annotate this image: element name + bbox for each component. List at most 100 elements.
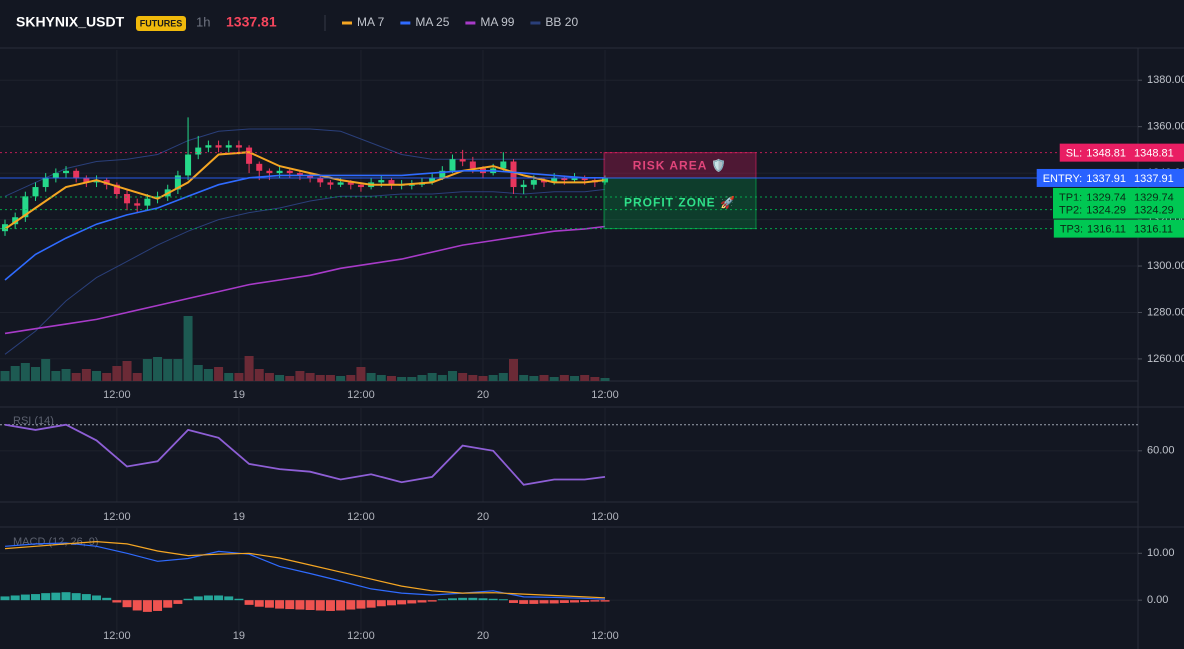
histogram-bar xyxy=(600,600,610,602)
volume-bar xyxy=(214,367,224,381)
candle-body xyxy=(317,177,324,183)
histogram-bar xyxy=(336,600,346,611)
volume-bar xyxy=(295,371,305,381)
interval: 1h xyxy=(196,14,210,29)
candle-body xyxy=(581,177,588,181)
x-tick-label: 12:00 xyxy=(103,389,131,401)
volume-bar xyxy=(81,369,91,381)
candle-body xyxy=(520,184,527,188)
candle-body xyxy=(439,170,446,178)
legend-label: BB 20 xyxy=(545,15,578,29)
volume-bar xyxy=(356,367,366,381)
candle-body xyxy=(449,159,456,171)
histogram-bar xyxy=(112,600,122,603)
volume-bar xyxy=(244,356,254,381)
volume-bar xyxy=(315,375,325,381)
volume-bar xyxy=(285,376,295,381)
histogram-bar xyxy=(51,592,61,601)
candle-body xyxy=(32,187,39,197)
axis-price-bg xyxy=(1128,219,1184,238)
axis-price: 1324.29 xyxy=(1134,205,1174,217)
volume-bar xyxy=(112,366,122,381)
volume-bar xyxy=(600,378,610,381)
macd-line xyxy=(4,542,606,600)
histogram-bar xyxy=(417,600,427,603)
histogram-bar xyxy=(346,600,356,610)
macd-line xyxy=(4,540,606,599)
zone-label: RISK AREA 🛡️ xyxy=(633,158,727,172)
moving-average xyxy=(4,170,605,281)
histogram-bar xyxy=(570,600,580,603)
rsi-line xyxy=(4,423,606,486)
candle-body xyxy=(124,194,131,204)
x-tick-label: 12:00 xyxy=(347,630,375,642)
candle-body xyxy=(307,175,314,178)
candle-body xyxy=(286,170,293,174)
histogram-bar xyxy=(92,595,102,601)
volume-bar xyxy=(376,375,386,381)
volume-bar xyxy=(549,377,559,381)
candle-body xyxy=(174,175,181,190)
y-tick-label: 1380.00 xyxy=(1147,74,1184,86)
axis-price: 1316.11 xyxy=(1134,224,1173,236)
histogram-bar xyxy=(458,597,468,601)
x-tick-label: 19 xyxy=(233,511,245,523)
candle-body xyxy=(337,182,344,185)
volume-bar xyxy=(234,373,244,381)
histogram-bar xyxy=(509,600,518,603)
histogram-bar xyxy=(153,600,163,611)
level-tag-bg xyxy=(1053,219,1128,238)
volume-bar xyxy=(275,375,285,381)
histogram-bar xyxy=(305,600,315,611)
y-tick-label: 1300.00 xyxy=(1147,260,1184,272)
candle-body xyxy=(541,180,548,183)
volume-bar xyxy=(478,376,488,381)
volume-bar xyxy=(570,376,580,381)
volume-bar xyxy=(539,375,549,381)
histogram-bar xyxy=(356,600,366,609)
histogram-bar xyxy=(0,596,10,601)
volume-bar xyxy=(10,366,20,381)
macd-title: MACD (12, 26, 9) xyxy=(13,536,99,548)
volume-bar xyxy=(163,359,173,381)
y-tick-label: 10.00 xyxy=(1147,547,1175,559)
volume-bar xyxy=(132,373,142,381)
volume-bar xyxy=(51,371,61,381)
histogram-bar xyxy=(427,600,437,602)
candle-body xyxy=(500,161,507,169)
volume-bar xyxy=(254,369,264,381)
candle-body xyxy=(602,177,609,183)
y-tick-label: 0.00 xyxy=(1147,594,1168,606)
legend-label: MA 25 xyxy=(415,15,449,29)
histogram-bar xyxy=(397,600,407,605)
candle-body xyxy=(63,170,70,174)
level-value: 1337.91 xyxy=(1086,173,1126,185)
histogram-bar xyxy=(437,599,447,601)
volume-bar xyxy=(458,373,468,381)
y-tick-label: 1280.00 xyxy=(1147,306,1184,318)
volume-bar xyxy=(519,375,529,381)
candle-body xyxy=(378,180,385,183)
level-tag: TP3: 1316.11 xyxy=(1053,219,1128,238)
level-name: SL: xyxy=(1066,148,1083,160)
level-tag-label: TP2: 1324.29 xyxy=(1059,205,1126,217)
candle-body xyxy=(429,177,436,183)
volume-bar xyxy=(509,359,518,381)
candle-body xyxy=(195,147,202,155)
candle-body xyxy=(235,145,242,148)
candle-body xyxy=(246,147,253,164)
level-tag-bg xyxy=(1053,200,1128,219)
candle-body xyxy=(276,170,283,174)
x-tick-label: 12:00 xyxy=(591,511,619,523)
histogram-bar xyxy=(20,594,30,601)
histogram-bar xyxy=(10,595,20,601)
volume-bar xyxy=(427,373,437,381)
x-tick-label: 20 xyxy=(477,389,489,401)
histogram-bar xyxy=(81,594,91,601)
level-name: TP3: xyxy=(1060,224,1083,236)
candle-body xyxy=(266,170,273,174)
candle-body xyxy=(459,159,466,162)
volume-bar xyxy=(590,377,600,381)
